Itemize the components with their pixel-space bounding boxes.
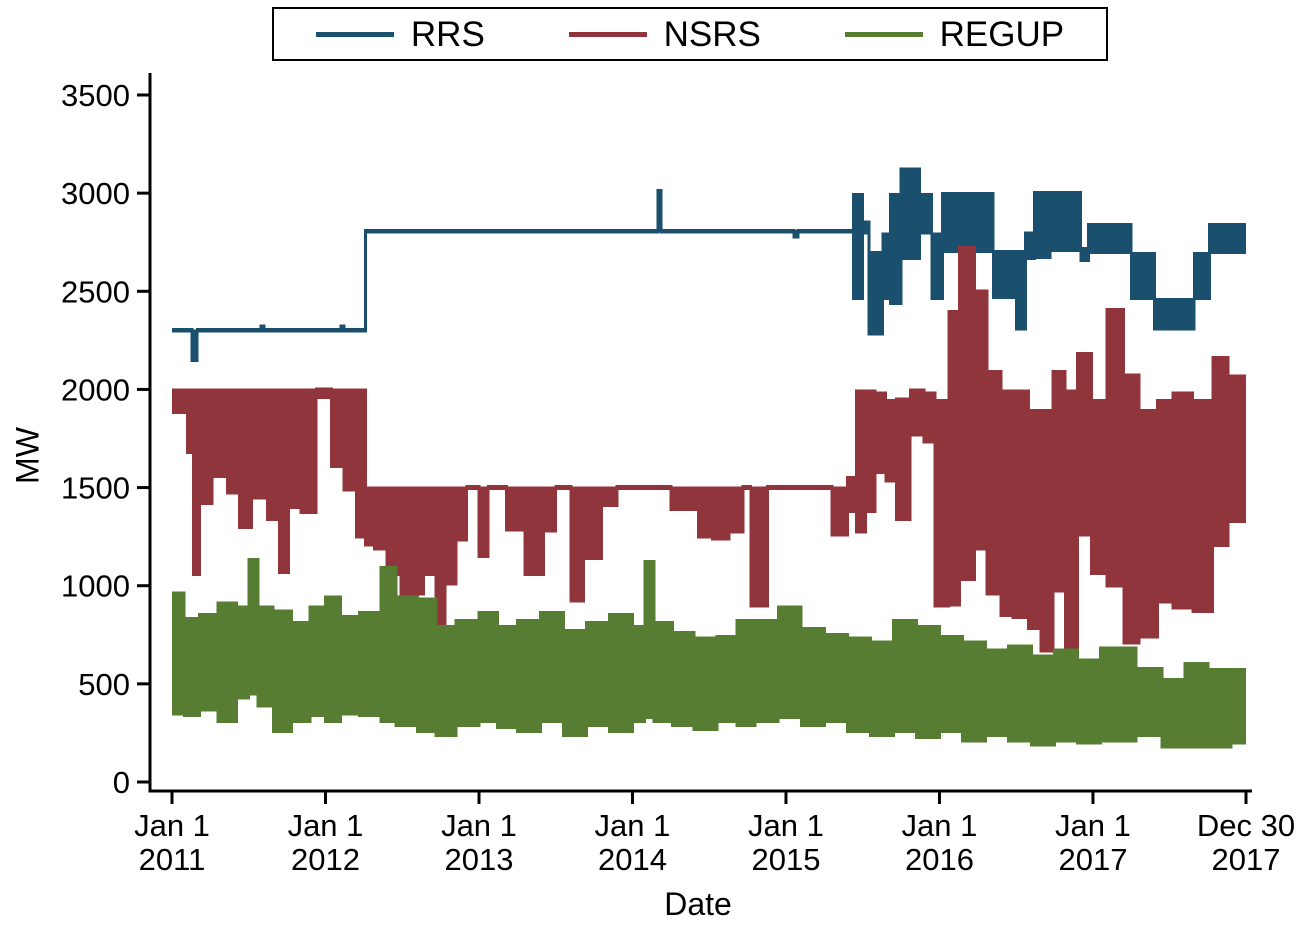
series-nsrs — [172, 246, 1246, 657]
x-tick-label: Jan 1 — [134, 808, 210, 843]
x-tick-label-year: 2015 — [751, 842, 820, 877]
x-tick-label: Jan 1 — [288, 808, 364, 843]
x-tick-label: Jan 1 — [748, 808, 824, 843]
x-axis-title: Date — [664, 886, 732, 922]
y-tick-label: 0 — [113, 765, 130, 800]
y-tick-label: 3000 — [61, 176, 130, 211]
y-tick-label: 3500 — [61, 78, 130, 113]
x-tick-label-year: 2013 — [445, 842, 514, 877]
y-tick-label: 500 — [78, 667, 130, 702]
x-tick-label-year: 2014 — [598, 842, 667, 877]
series-rrs — [172, 167, 1246, 362]
series-regup — [172, 558, 1246, 749]
y-tick-label: 2500 — [61, 274, 130, 309]
x-tick-label-year: 2017 — [1212, 842, 1281, 877]
y-tick-label: 1500 — [61, 471, 130, 506]
x-tick-label-year: 2012 — [291, 842, 360, 877]
x-tick-label: Jan 1 — [595, 808, 671, 843]
nsrs-line-swatch — [568, 31, 647, 37]
y-tick-label: 2000 — [61, 372, 130, 407]
y-axis-title: MW — [9, 427, 46, 484]
legend-label-regup: REGUP — [939, 14, 1065, 54]
regup-line-swatch — [844, 31, 923, 37]
x-tick-label: Jan 1 — [902, 808, 978, 843]
x-tick-label: Jan 1 — [441, 808, 517, 843]
rrs-line-swatch — [315, 31, 394, 37]
legend-item-rrs: RRS — [315, 14, 485, 54]
legend-item-nsrs: NSRS — [568, 14, 761, 54]
x-tick-label-year: 2011 — [139, 842, 206, 877]
y-tick-label: 1000 — [61, 569, 130, 604]
legend-label-nsrs: NSRS — [663, 14, 761, 54]
chart-legend: RRS NSRS REGUP — [272, 7, 1108, 61]
legend-label-rrs: RRS — [410, 14, 485, 54]
x-tick-label: Jan 1 — [1055, 808, 1131, 843]
x-tick-label: Dec 30 — [1197, 808, 1295, 843]
x-tick-label-year: 2017 — [1058, 842, 1127, 877]
legend-item-regup: REGUP — [844, 14, 1065, 54]
x-tick-label-year: 2016 — [905, 842, 974, 877]
